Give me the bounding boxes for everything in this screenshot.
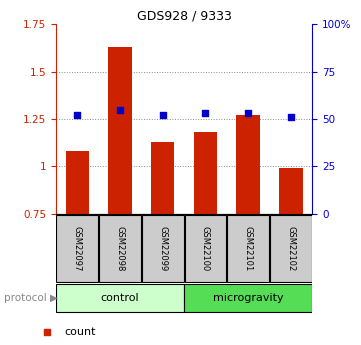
Text: microgravity: microgravity [213,293,283,303]
Text: GSM22099: GSM22099 [158,226,167,271]
Text: GSM22097: GSM22097 [73,226,82,271]
Bar [108,47,132,214]
Bar [151,142,174,214]
Text: protocol ▶: protocol ▶ [4,294,58,303]
Bar [227,215,269,282]
Text: GSM22101: GSM22101 [244,226,253,271]
Point [117,107,123,112]
Bar [56,284,184,313]
Text: GSM22100: GSM22100 [201,226,210,271]
Point [160,112,166,118]
Bar [56,215,98,282]
Bar [270,215,312,282]
Point [288,115,294,120]
Bar [66,151,89,214]
Point [74,112,80,118]
Bar [184,215,226,282]
Point [44,329,49,335]
Text: count: count [64,327,96,337]
Point [245,110,251,116]
Text: GSM22102: GSM22102 [286,226,295,271]
Bar [194,132,217,214]
Bar [142,215,184,282]
Point [203,110,208,116]
Bar [99,215,141,282]
Title: GDS928 / 9333: GDS928 / 9333 [137,10,231,23]
Text: GSM22098: GSM22098 [116,226,125,271]
Bar [184,284,312,313]
Bar [236,115,260,214]
Bar [279,168,303,214]
Text: control: control [101,293,139,303]
